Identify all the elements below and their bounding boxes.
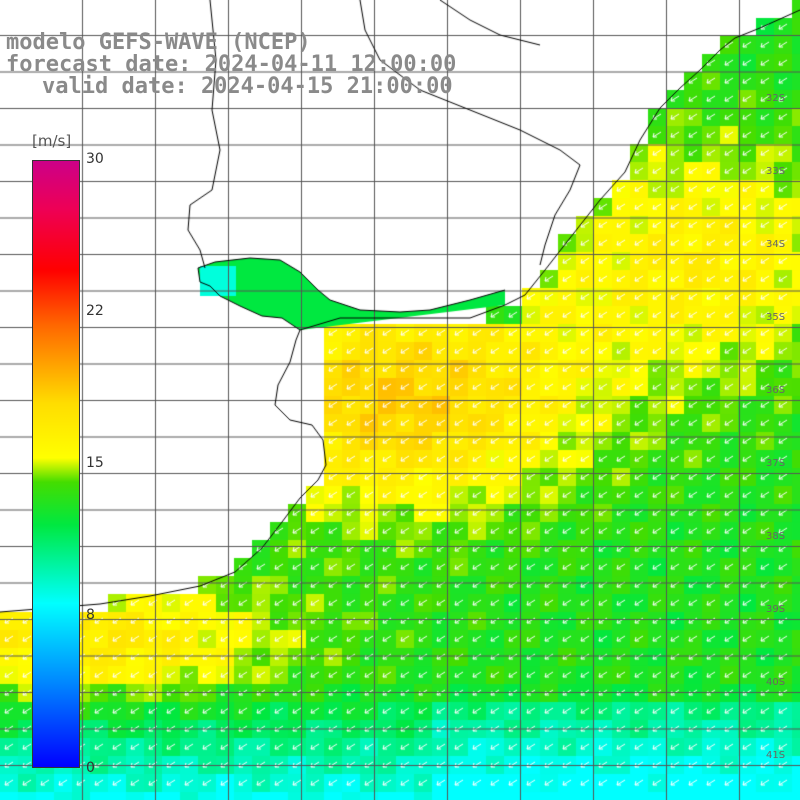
colorbar-tick-30: 30: [86, 151, 104, 167]
colorbar-unit: [m/s]: [32, 132, 72, 150]
lat-label-38s: 38S: [766, 531, 786, 542]
colorbar-tick-0: 0: [86, 760, 95, 776]
lat-label-35s: 35S: [766, 312, 786, 323]
lat-label-37s: 37S: [766, 458, 786, 469]
lat-label-41s: 41S: [766, 750, 786, 761]
lat-label-34s: 34S: [766, 239, 786, 250]
forecast-date: forecast date: 2024-04-11 12:00:00: [6, 52, 457, 77]
lat-label-40s: 40S: [766, 677, 786, 688]
colorbar: [32, 160, 80, 768]
colorbar-tick-8: 8: [86, 607, 95, 623]
lat-label-33s: 33S: [766, 166, 786, 177]
valid-date: valid date: 2024-04-15 21:00:00: [42, 74, 453, 99]
model-title: modelo GEFS-WAVE (NCEP): [6, 30, 311, 55]
colorbar-tick-15: 15: [86, 455, 104, 471]
colorbar-tick-22: 22: [86, 303, 104, 319]
lat-label-36s: 36S: [766, 385, 786, 396]
lat-label-32s: 32S: [766, 93, 786, 104]
lat-label-39s: 39S: [766, 604, 786, 615]
